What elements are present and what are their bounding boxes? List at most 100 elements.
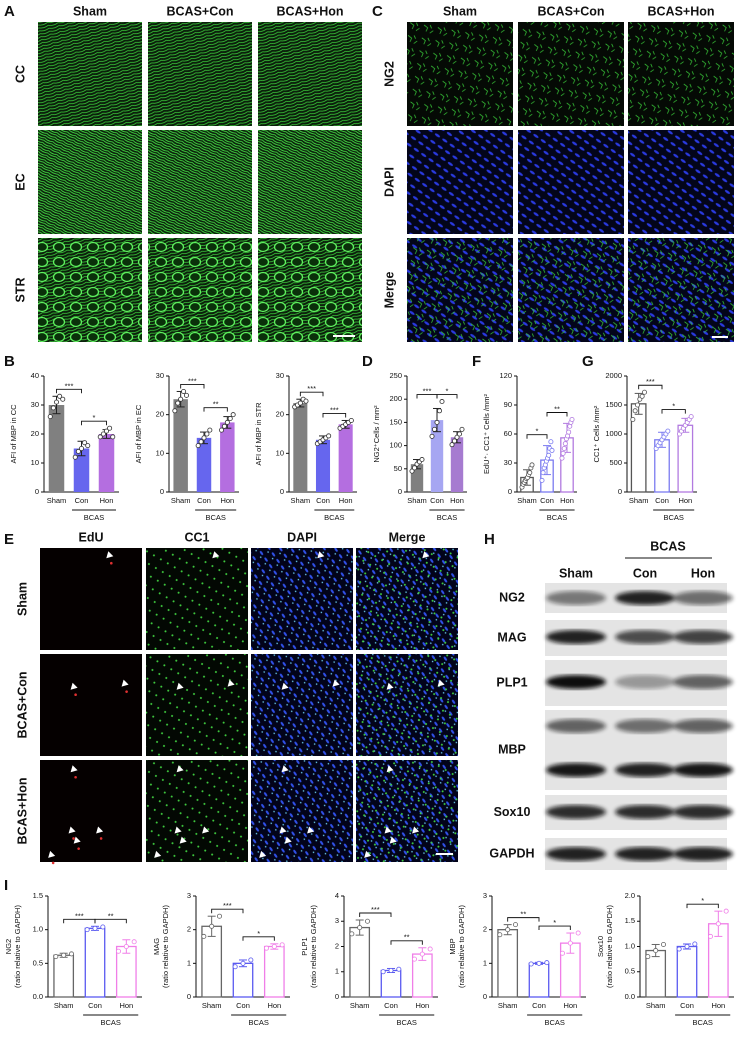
- y-tick-label: 500: [609, 458, 622, 467]
- data-point: [75, 448, 81, 454]
- y-tick-label: 1: [483, 958, 487, 967]
- y-tick-label: 1.0: [625, 941, 635, 950]
- significance-bracket: [526, 434, 548, 439]
- data-point: [248, 957, 254, 963]
- y-axis-label: MAG: [152, 938, 161, 955]
- x-tick-label: Con: [197, 496, 211, 505]
- data-point: [364, 918, 370, 924]
- data-point: [427, 946, 433, 952]
- data-point: [201, 435, 207, 441]
- significance-bracket: [299, 391, 324, 397]
- data-point: [688, 414, 694, 420]
- micrograph: [38, 130, 142, 234]
- data-point: [456, 431, 462, 437]
- data-point: [661, 941, 667, 947]
- data-point: [642, 389, 648, 395]
- y-tick-label: 120: [499, 371, 512, 380]
- y-tick-label: 60: [504, 429, 512, 438]
- bar: [630, 403, 647, 493]
- data-point: [513, 922, 519, 928]
- edu-signal: [110, 561, 113, 565]
- significance-label: ***: [65, 381, 74, 390]
- group-label: BCAS: [692, 1018, 712, 1027]
- x-tick-label: Hon: [415, 1001, 429, 1010]
- data-point: [544, 960, 550, 966]
- x-tick-label: Hon: [678, 496, 692, 505]
- significance-label: ***: [75, 911, 84, 920]
- arrowhead: [48, 850, 56, 858]
- arrowhead: [179, 836, 187, 844]
- x-tick-label: Con: [532, 1001, 546, 1010]
- y-axis-label: (ratio relative to GAPDH): [161, 905, 170, 988]
- x-tick-label: Sham: [47, 496, 67, 505]
- y-tick-label: 100: [389, 441, 402, 450]
- column-header: BCAS+Hon: [276, 4, 343, 18]
- y-tick-label: 0: [35, 487, 39, 496]
- data-point: [110, 434, 116, 440]
- edu-signal: [125, 690, 128, 693]
- blot-band: [546, 719, 606, 733]
- significance-bracket: [56, 388, 82, 394]
- micrograph: [38, 22, 142, 126]
- y-axis-label: EdU⁺· CC1⁺ Cells /mm²: [482, 393, 491, 474]
- data-point: [540, 470, 546, 476]
- data-point: [57, 393, 63, 399]
- y-tick-label: 1.5: [625, 916, 635, 925]
- group-label: BCAS: [324, 513, 344, 522]
- lane-label: Sham: [559, 566, 593, 580]
- data-point: [216, 913, 222, 919]
- arrowhead: [121, 679, 129, 687]
- blot-band: [615, 805, 675, 819]
- data-point: [539, 477, 545, 483]
- significance-bracket: [686, 903, 719, 909]
- y-tick-label: 50: [394, 464, 402, 473]
- blot-row-label: NG2: [499, 590, 525, 604]
- significance-bracket: [242, 936, 275, 941]
- data-point: [380, 969, 386, 975]
- data-point: [303, 398, 309, 404]
- data-point: [72, 454, 78, 460]
- data-point: [79, 445, 85, 451]
- data-point: [546, 452, 552, 458]
- significance-bracket: [180, 384, 205, 389]
- blot-band: [673, 591, 733, 605]
- x-tick-label: Con: [75, 496, 89, 505]
- data-point: [348, 417, 354, 423]
- blot-band: [615, 675, 675, 689]
- group-label: BCAS: [650, 539, 685, 553]
- y-tick-label: 0: [483, 992, 487, 1001]
- data-point: [100, 431, 106, 437]
- x-tick-label: Sham: [202, 1001, 222, 1010]
- micrograph: [258, 238, 362, 342]
- micrograph: [356, 760, 458, 862]
- y-tick-label: 40: [31, 371, 39, 380]
- data-point: [61, 952, 67, 958]
- bar: [73, 448, 90, 492]
- arrowhead: [73, 836, 81, 844]
- y-tick-label: 2000: [605, 371, 622, 380]
- significance-bracket: [203, 407, 228, 412]
- significance-label: **: [108, 911, 114, 920]
- data-point: [562, 441, 568, 447]
- y-tick-label: 0.0: [33, 992, 43, 1001]
- blot-band: [546, 847, 606, 861]
- bar: [115, 945, 137, 998]
- significance-bracket: [81, 420, 107, 426]
- y-axis-label: AFI of MBP in STR: [254, 402, 263, 466]
- data-point: [198, 439, 204, 445]
- x-tick-label: Hon: [339, 496, 353, 505]
- group-label: BCAS: [100, 1018, 120, 1027]
- significance-label: ***: [188, 376, 197, 385]
- y-tick-label: 30: [156, 371, 164, 380]
- significance-label: *: [536, 427, 539, 436]
- y-tick-label: 30: [31, 400, 39, 409]
- arrowhead: [281, 682, 289, 690]
- edu-signal: [51, 861, 55, 865]
- data-point: [116, 948, 122, 954]
- data-point: [227, 416, 233, 422]
- data-point: [50, 405, 56, 411]
- y-tick-label: 2: [483, 925, 487, 934]
- data-point: [635, 402, 641, 408]
- data-point: [497, 932, 503, 938]
- data-point: [100, 924, 106, 930]
